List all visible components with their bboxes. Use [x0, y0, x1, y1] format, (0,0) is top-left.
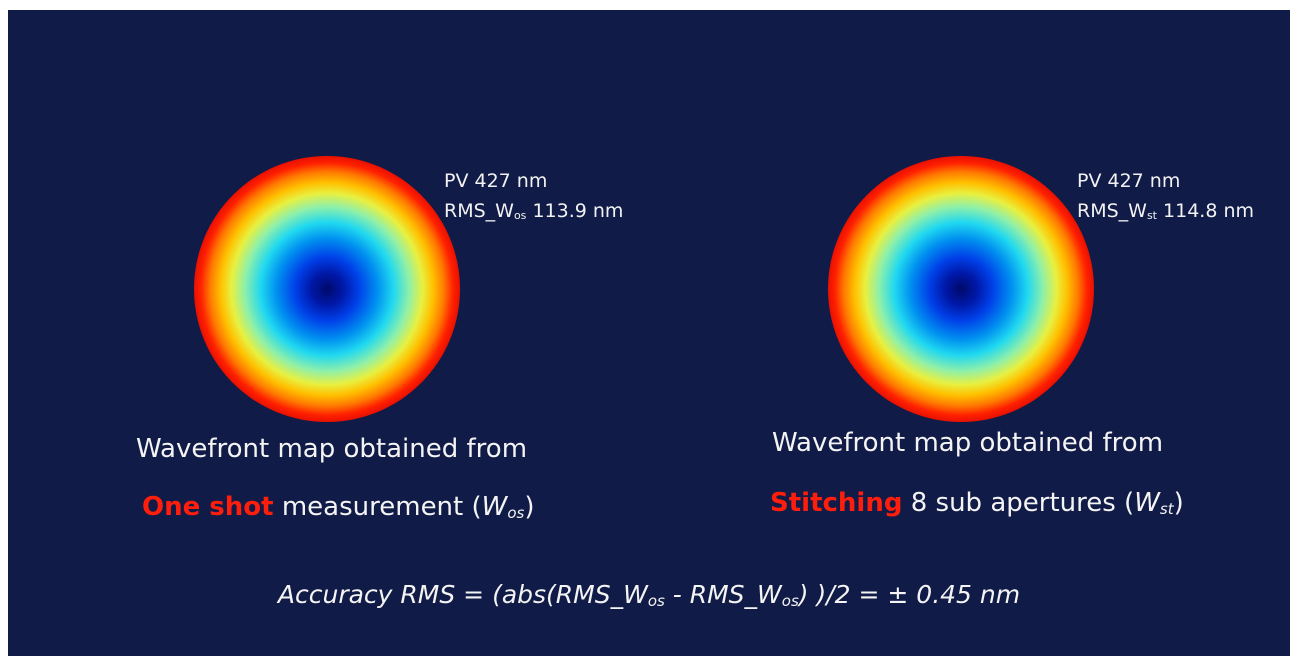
wavefront-map-one-shot — [194, 156, 460, 422]
rms-label-one-shot: RMS_Wos 113.9 nm — [444, 200, 624, 222]
rms-label-stitching: RMS_Wst 114.8 nm — [1077, 200, 1255, 222]
accuracy-formula: Accuracy RMS = (abs(RMS_Wos - RMS_Wos) )… — [277, 580, 1021, 610]
wavefront-map-stitching — [828, 156, 1094, 422]
slide: PV 427 nm RMS_Wos 113.9 nm Wavefront map… — [8, 10, 1290, 656]
symbol-w-os: Wos — [481, 492, 525, 522]
caption-method-one-shot: One shot measurement (Wos) — [142, 492, 535, 522]
stats-stitching: PV 427 nm RMS_Wst 114.8 nm — [1077, 166, 1254, 231]
highlight-stitching: Stitching — [770, 488, 903, 518]
caption-title-one-shot: Wavefront map obtained from — [136, 434, 528, 464]
caption-method-stitching: Stitching 8 sub apertures (Wst) — [770, 488, 1184, 518]
pv-label-stitching: PV 427 nm — [1077, 170, 1181, 192]
stats-one-shot: PV 427 nm RMS_Wos 113.9 nm — [444, 166, 623, 231]
highlight-one-shot: One shot — [142, 492, 274, 522]
caption-title-stitching: Wavefront map obtained from — [772, 428, 1164, 458]
symbol-w-st: Wst — [1134, 488, 1174, 518]
pv-label-one-shot: PV 427 nm — [444, 170, 548, 192]
